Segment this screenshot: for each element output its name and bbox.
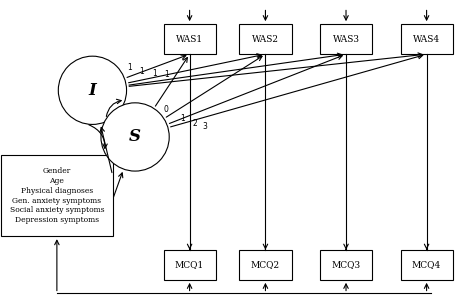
Text: Gender
Age
Physical diagnoses
Gen. anxiety symptoms
Social anxiety symptoms
Depr: Gender Age Physical diagnoses Gen. anxie… xyxy=(9,167,104,224)
Ellipse shape xyxy=(101,103,169,171)
Text: WAS3: WAS3 xyxy=(333,35,359,44)
FancyBboxPatch shape xyxy=(1,155,112,236)
Text: 2: 2 xyxy=(192,119,197,128)
FancyBboxPatch shape xyxy=(164,250,216,280)
Text: S: S xyxy=(129,129,141,145)
Text: WAS4: WAS4 xyxy=(413,35,440,44)
FancyBboxPatch shape xyxy=(401,24,453,54)
Text: 1: 1 xyxy=(181,114,185,123)
Text: 0: 0 xyxy=(163,104,168,113)
Ellipse shape xyxy=(58,56,127,124)
FancyBboxPatch shape xyxy=(401,250,453,280)
Text: WAS1: WAS1 xyxy=(176,35,203,44)
Text: MCQ3: MCQ3 xyxy=(331,260,361,269)
FancyBboxPatch shape xyxy=(164,24,216,54)
FancyBboxPatch shape xyxy=(320,250,372,280)
Text: 1: 1 xyxy=(164,70,169,79)
Text: 3: 3 xyxy=(202,122,207,131)
Text: MCQ1: MCQ1 xyxy=(175,260,204,269)
Text: I: I xyxy=(89,82,96,99)
FancyBboxPatch shape xyxy=(239,24,292,54)
Text: WAS2: WAS2 xyxy=(252,35,279,44)
Text: MCQ2: MCQ2 xyxy=(251,260,280,269)
Text: 1: 1 xyxy=(127,63,132,72)
Text: 1: 1 xyxy=(152,69,157,78)
FancyBboxPatch shape xyxy=(320,24,372,54)
FancyBboxPatch shape xyxy=(239,250,292,280)
Text: MCQ4: MCQ4 xyxy=(412,260,441,269)
Text: 1: 1 xyxy=(140,67,145,76)
